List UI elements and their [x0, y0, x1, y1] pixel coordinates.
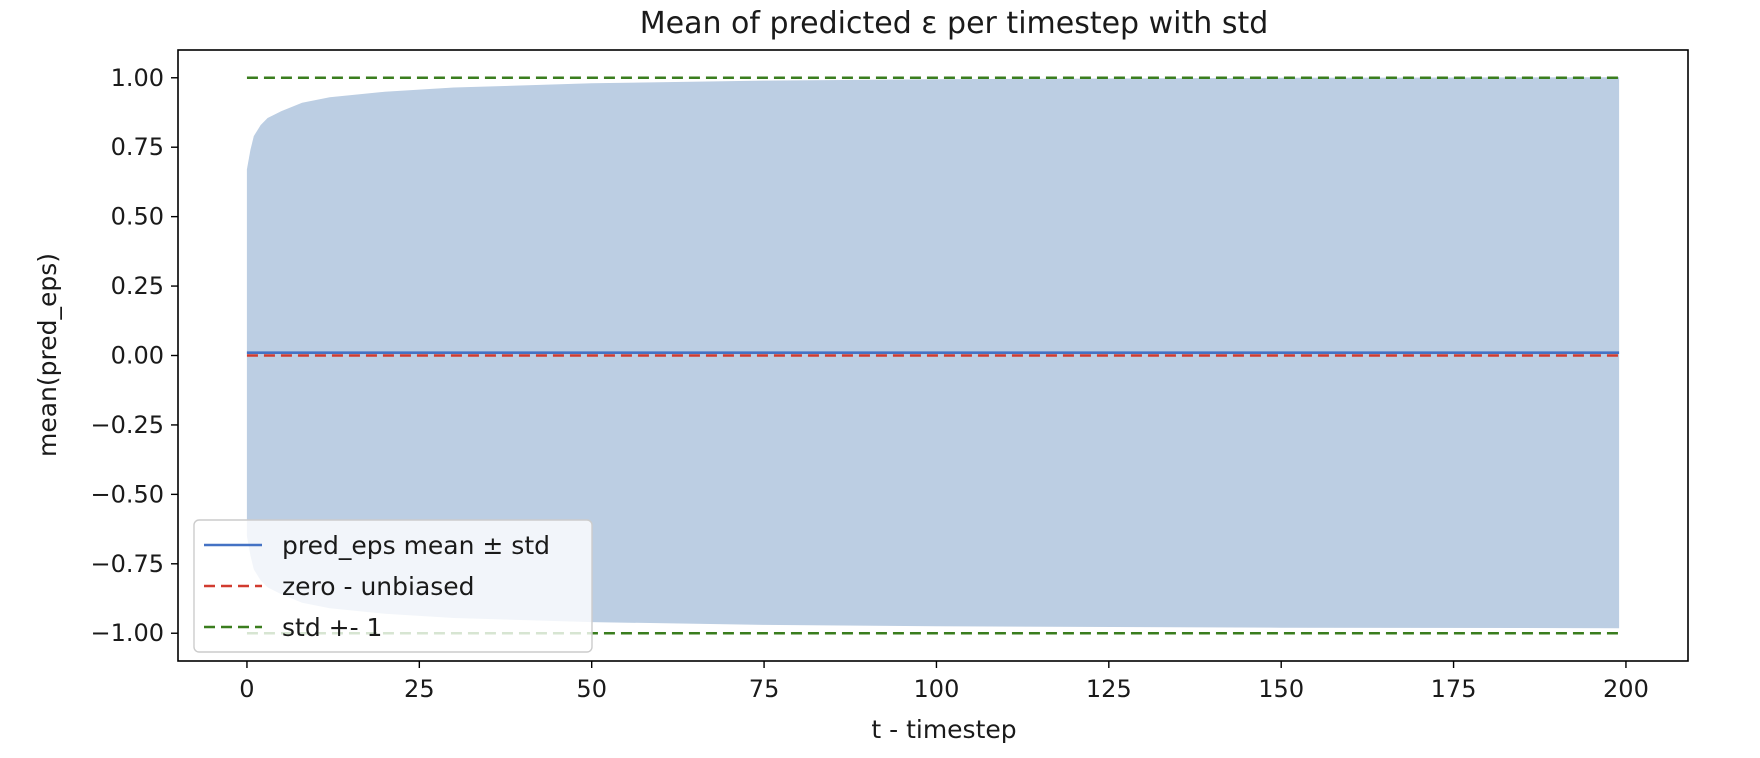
y-tick-label: 0.00: [111, 342, 164, 370]
y-axis-label: mean(pred_eps): [33, 253, 62, 457]
x-tick-label: 100: [914, 675, 960, 703]
x-axis-label: t - timestep: [871, 715, 1016, 744]
x-tick-label: 150: [1258, 675, 1304, 703]
y-tick-label: −0.25: [90, 411, 164, 439]
y-tick-label: 0.75: [111, 133, 164, 161]
x-tick-label: 25: [404, 675, 435, 703]
y-tick-label: 1.00: [111, 64, 164, 92]
axis-ticks: 0 25 50 75 100 125 150 175 200 1.00 0.75 0.50 0.25 0.…: [90, 64, 1648, 703]
y-tick-label: 0.50: [111, 203, 164, 231]
x-tick-label: 175: [1431, 675, 1477, 703]
legend-label: zero - unbiased: [282, 572, 475, 601]
legend-box: [193, 519, 593, 653]
x-tick-label: 125: [1086, 675, 1132, 703]
y-tick-label: −0.50: [90, 480, 164, 508]
x-tick-label: 200: [1603, 675, 1649, 703]
x-tick-label: 75: [749, 675, 780, 703]
x-tick-label: 0: [239, 675, 254, 703]
legend-label: pred_eps mean ± std: [282, 531, 550, 560]
x-tick-label: 50: [576, 675, 607, 703]
y-tick-label: 0.25: [111, 272, 164, 300]
plot-area: [246, 76, 1620, 635]
legend-label: std +- 1: [282, 613, 382, 642]
y-tick-label: −0.75: [90, 550, 164, 578]
chart-title: Mean of predicted ε per timestep with st…: [640, 6, 1269, 41]
y-tick-label: −1.00: [90, 619, 164, 647]
legend: pred_eps mean ± std zero - unbiased std +-…: [193, 519, 593, 653]
